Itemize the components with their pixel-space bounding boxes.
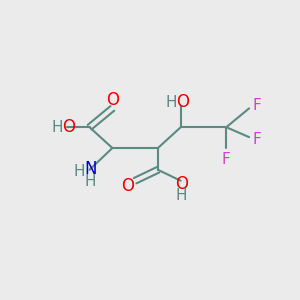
Text: O: O [175, 175, 188, 193]
Text: H: H [51, 120, 63, 135]
Text: N: N [84, 160, 97, 178]
Text: O: O [121, 177, 134, 195]
Text: H: H [74, 164, 85, 179]
Text: H: H [176, 188, 188, 203]
Text: H: H [85, 174, 96, 189]
Text: H: H [165, 95, 177, 110]
Text: O: O [176, 93, 189, 111]
Text: O: O [62, 118, 75, 136]
Text: F: F [222, 152, 231, 167]
Text: F: F [253, 132, 261, 147]
Text: F: F [253, 98, 261, 113]
Text: O: O [106, 92, 119, 110]
